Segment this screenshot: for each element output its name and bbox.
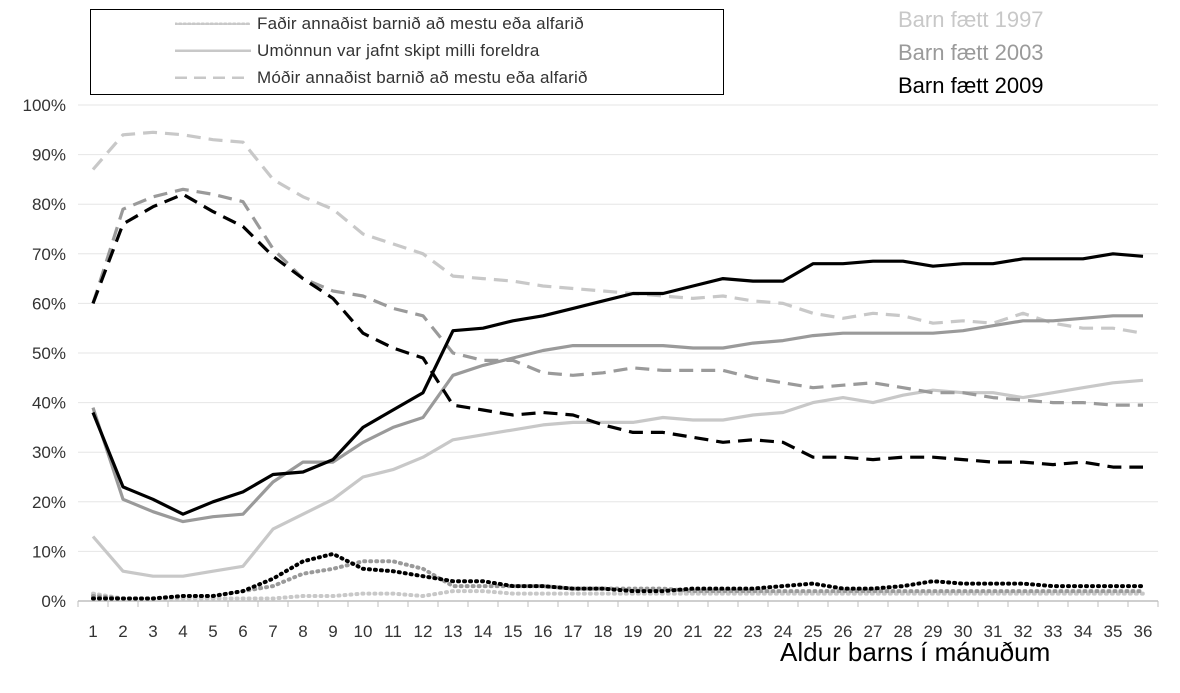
x-tick-label: 5 xyxy=(208,622,217,641)
x-tick-label: 34 xyxy=(1074,622,1093,641)
y-tick-labels: 0% 10% 20% 30% 40% 50% 60% 70% 80% 90% 100% xyxy=(23,96,66,611)
y-tick-label: 20% xyxy=(32,493,66,512)
x-tick-label: 4 xyxy=(178,622,187,641)
series-line-dotted-2009 xyxy=(91,551,1145,601)
legend-label-shared: Umönnun var jafnt skipt milli foreldra xyxy=(257,41,540,60)
solid-line-swatch-icon xyxy=(175,49,251,52)
x-tick-label: 7 xyxy=(268,622,277,641)
x-tick-label: 18 xyxy=(594,622,613,641)
x-tick-label: 2 xyxy=(118,622,127,641)
x-tick-label: 3 xyxy=(148,622,157,641)
y-tick-label: 0% xyxy=(41,592,66,611)
y-tick-label: 30% xyxy=(32,443,66,462)
x-tick-label: 16 xyxy=(534,622,553,641)
cohort-label-1997: Barn fætt 1997 xyxy=(898,7,1044,32)
y-tick-label: 90% xyxy=(32,146,66,165)
x-tick-label: 27 xyxy=(864,622,883,641)
grid-lines xyxy=(78,104,1158,602)
x-tick-label: 9 xyxy=(328,622,337,641)
y-tick-label: 40% xyxy=(32,394,66,413)
series-line-dashed-2003 xyxy=(91,187,1143,407)
x-tick-label: 14 xyxy=(474,622,493,641)
series-line-dashed-2009 xyxy=(91,192,1143,469)
x-tick-label: 21 xyxy=(684,622,703,641)
x-tick-label: 15 xyxy=(504,622,523,641)
x-tick-label: 10 xyxy=(354,622,373,641)
legend-label-mother: Móðir annaðist barnið að mestu eða alfar… xyxy=(257,68,588,87)
series-line-dashed-1997 xyxy=(91,130,1144,335)
y-tick-label: 70% xyxy=(32,245,66,264)
x-axis-title: Aldur barns í mánuðum xyxy=(780,637,1051,667)
series-line-solid-2009 xyxy=(91,252,1144,516)
legend-item-mother: Móðir annaðist barnið að mestu eða alfar… xyxy=(91,66,723,90)
dotted-line-swatch-icon xyxy=(175,22,251,25)
dashed-line-swatch-icon xyxy=(175,76,251,79)
x-tick-label: 31 xyxy=(984,622,1003,641)
x-tick-label: 22 xyxy=(714,622,733,641)
x-tick-label: 23 xyxy=(744,622,763,641)
x-tick-label: 11 xyxy=(384,622,402,641)
series-line-dotted-1997 xyxy=(91,589,1145,601)
legend-item-shared: Umönnun var jafnt skipt milli foreldra xyxy=(91,39,723,63)
series-lines xyxy=(91,130,1145,601)
x-tick-label: 25 xyxy=(804,622,823,641)
x-tick-label: 32 xyxy=(1014,622,1033,641)
x-tick-label: 26 xyxy=(834,622,853,641)
cohort-label-2009: Barn fætt 2009 xyxy=(898,73,1044,98)
x-tick-label: 35 xyxy=(1104,622,1123,641)
x-tick-label: 6 xyxy=(238,622,247,641)
y-tick-label: 60% xyxy=(32,294,66,313)
cohort-label-2003: Barn fætt 2003 xyxy=(898,40,1044,65)
x-tick-label: 1 xyxy=(88,622,97,641)
x-tick-label: 36 xyxy=(1134,622,1153,641)
y-tick-label: 50% xyxy=(32,344,66,363)
legend: Faðir annaðist barnið að mestu eða alfar… xyxy=(90,9,724,95)
x-tick-label: 19 xyxy=(624,622,643,641)
x-tick-label: 20 xyxy=(654,622,673,641)
x-tick-label: 29 xyxy=(924,622,943,641)
x-tick-label: 13 xyxy=(444,622,463,641)
legend-label-father: Faðir annaðist barnið að mestu eða alfar… xyxy=(257,14,584,33)
x-tick-label: 24 xyxy=(774,622,793,641)
series-line-solid-1997 xyxy=(91,378,1144,578)
y-tick-label: 10% xyxy=(32,542,66,561)
x-tick-label: 30 xyxy=(954,622,973,641)
x-tick-labels: 1 2 3 4 5 6 7 8 9 10 11 12 13 14 15 16 17 18 19 20 21 22 23 24 2… xyxy=(77,601,1159,641)
x-tick-label: 8 xyxy=(298,622,307,641)
x-tick-label: 28 xyxy=(894,622,913,641)
x-tick-label: 17 xyxy=(564,622,583,641)
x-tick-label: 33 xyxy=(1044,622,1063,641)
legend-item-father: Faðir annaðist barnið að mestu eða alfar… xyxy=(91,12,723,36)
x-tick-label: 12 xyxy=(414,622,433,641)
y-tick-label: 80% xyxy=(32,195,66,214)
series-line-dotted-2003 xyxy=(91,559,1145,601)
y-tick-label: 100% xyxy=(23,96,66,115)
series-line-solid-2003 xyxy=(91,314,1143,524)
